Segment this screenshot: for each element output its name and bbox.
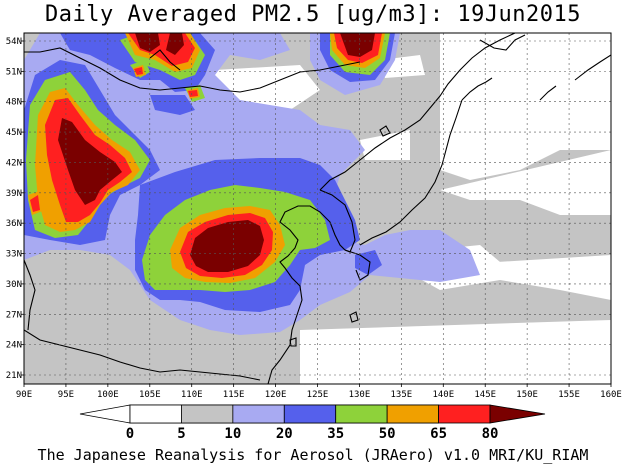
colorbar-band [232, 404, 285, 424]
credit-line: The Japanese Reanalysis for Aerosol (JRA… [37, 446, 589, 464]
colorbar-level-label: 65 [430, 426, 447, 442]
coastline-segment-2 [319, 33, 516, 191]
colorbar-box-white [129, 404, 182, 424]
colorbar-band [283, 404, 337, 424]
colorbar-band [181, 404, 234, 424]
lat-label: 45N [6, 128, 22, 138]
pm25-red-layer-2 [30, 195, 40, 212]
lat-label: 27N [6, 310, 22, 320]
colorbar-band [438, 404, 491, 424]
map-title: Daily Averaged PM2.5 [ug/m3]: 19Jun2015 [44, 2, 582, 27]
lat-label: 51N [6, 67, 22, 77]
colorbar-band [335, 404, 388, 424]
pm25-darkred-layer-3 [135, 33, 160, 52]
colorbar-band [386, 404, 439, 424]
colorbar-level-label: 0 [126, 426, 134, 442]
lon-label: 115E [223, 390, 245, 400]
lat-label: 39N [6, 189, 22, 199]
coastline-segment-15 [289, 337, 297, 347]
pm25-darkred-layer-2 [190, 220, 264, 272]
colorbar-level-label: 80 [482, 426, 499, 442]
lat-label: 36N [6, 219, 22, 229]
pm25-blue-layer-5 [150, 95, 195, 115]
pm25-white-east-1 [440, 33, 611, 180]
grid-lines [21, 33, 612, 387]
coastline-segment-8 [149, 49, 181, 71]
coastline-segment-6 [479, 34, 526, 51]
colorbar-level-label: 20 [276, 426, 293, 442]
pm25-red-layer-6 [134, 67, 143, 75]
colorbar-level-label: 5 [177, 426, 185, 442]
lon-axis-labels: 90E 95E 100E 105E 110E 115E 120E 125E 130E 135E 14… [16, 390, 622, 400]
lat-label: 54N [6, 37, 22, 47]
pm25-white-east-2 [440, 150, 611, 215]
colorbar-level-label: 50 [379, 426, 396, 442]
lon-label: 155E [558, 390, 580, 400]
coastline-segment-12 [574, 54, 611, 81]
lon-label: 130E [349, 390, 371, 400]
colorbar-level-label: 10 [224, 426, 241, 442]
pm25-red-layer-7 [188, 90, 198, 97]
pm25-darkred-layer-5 [340, 33, 375, 57]
coastline-segment-7 [24, 47, 361, 93]
lat-label: 48N [6, 98, 22, 108]
coastline-segment-10 [24, 259, 36, 331]
coastline-segment-9 [24, 329, 261, 381]
colorbar-arrow-low [79, 404, 131, 424]
lon-label: 95E [58, 390, 74, 400]
coastline-segment-14 [349, 311, 359, 323]
lon-label: 100E [97, 390, 119, 400]
lat-label: 24N [6, 341, 22, 351]
pm25-darkred-layer-1 [58, 118, 122, 205]
colorbar-level-label: 35 [327, 426, 344, 442]
colorbar-arrow-high [489, 404, 546, 424]
lon-label: 140E [432, 390, 454, 400]
lon-label: 150E [516, 390, 538, 400]
lon-label: 125E [307, 390, 329, 400]
lon-label: 135E [391, 390, 413, 400]
lon-label: 105E [139, 390, 161, 400]
lat-axis-labels: 54N 51N 48N 45N 42N 39N 36N 33N 30N 27N 24N 21N [6, 37, 22, 381]
lon-label: 145E [474, 390, 496, 400]
coastline-segment-1 [267, 189, 356, 384]
pm25-darkred-layer-4 [166, 33, 184, 55]
lon-label: 110E [181, 390, 203, 400]
pm25-white-east-8 [360, 130, 410, 160]
lat-label: 42N [6, 158, 22, 168]
pm25-white-east-5 [215, 65, 320, 110]
coastline-segment-5 [461, 77, 493, 101]
pm25-white-east-4 [300, 320, 611, 384]
lon-label: 120E [265, 390, 287, 400]
lat-label: 21N [6, 371, 22, 381]
lon-label: 90E [16, 390, 32, 400]
lat-label: 33N [6, 250, 22, 260]
lat-label: 30N [6, 280, 22, 290]
map-frame [23, 32, 612, 385]
lon-label: 160E [600, 390, 622, 400]
coastline-segment-13 [379, 125, 391, 137]
coastline-segment-11 [539, 85, 557, 101]
